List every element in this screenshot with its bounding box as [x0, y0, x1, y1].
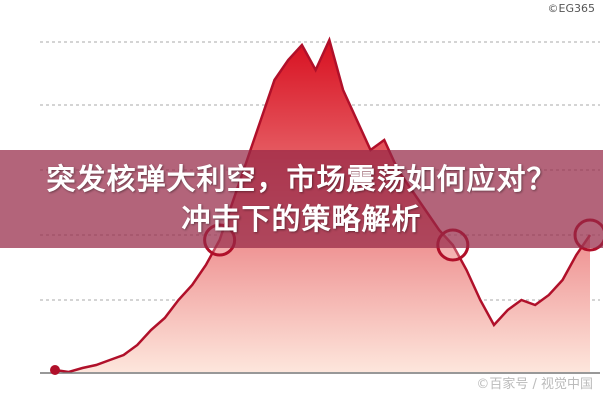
watermark-bottom: ©百家号 / 视觉中国 [476, 377, 593, 392]
watermark-top: ©EG365 [547, 2, 595, 15]
title-line-1: 突发核弹大利空，市场震荡如何应对？ [46, 162, 557, 196]
title-line-2: 冲击下的策略解析 [181, 202, 422, 236]
start-point [50, 365, 60, 375]
series-line [54, 36, 592, 374]
title-banner: 突发核弹大利空，市场震荡如何应对？ 冲击下的策略解析 [0, 150, 603, 248]
